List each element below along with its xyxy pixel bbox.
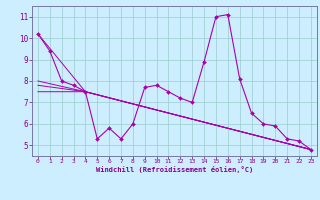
X-axis label: Windchill (Refroidissement éolien,°C): Windchill (Refroidissement éolien,°C): [96, 166, 253, 173]
